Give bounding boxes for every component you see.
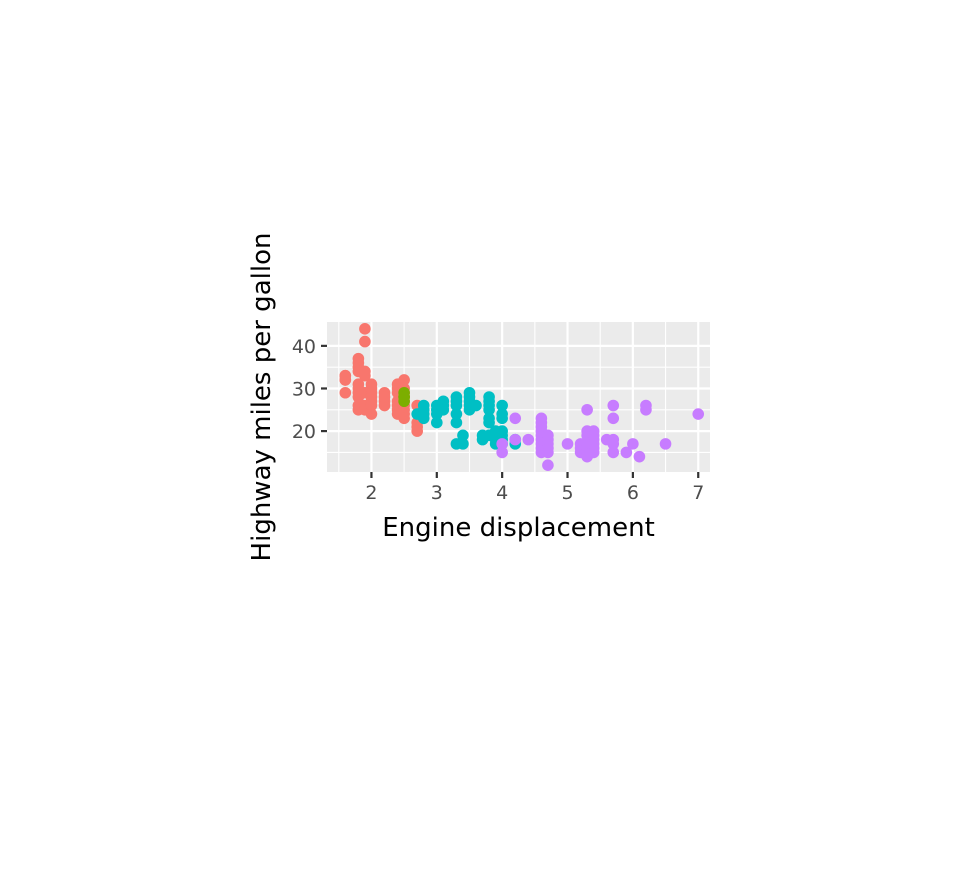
data-point [431, 416, 443, 429]
data-point [607, 399, 620, 412]
data-point [483, 416, 495, 429]
data-point [457, 438, 469, 450]
data-point [339, 386, 352, 399]
data-point [542, 459, 554, 471]
data-point [398, 374, 410, 386]
data-point [496, 446, 508, 459]
data-points [339, 323, 705, 471]
y-axis-title: Highway miles per gallon [247, 233, 277, 562]
data-point [509, 412, 522, 425]
y-tick-label: 20 [292, 421, 316, 443]
data-point [620, 446, 633, 459]
data-point [561, 438, 574, 450]
data-point [457, 429, 469, 442]
data-point [581, 403, 593, 416]
data-point [509, 433, 522, 446]
data-point [607, 412, 620, 425]
axis-ticks [321, 344, 700, 478]
data-point [483, 403, 495, 416]
data-point [352, 357, 365, 369]
data-point [640, 403, 652, 416]
data-point [365, 382, 378, 395]
x-axis-title: Engine displacement [382, 513, 655, 543]
data-point [411, 425, 423, 437]
data-point [378, 391, 391, 403]
data-point [496, 412, 508, 425]
y-tick-label: 40 [292, 336, 316, 358]
data-point [633, 450, 646, 463]
data-point [359, 335, 371, 348]
data-point [470, 399, 482, 412]
data-point [627, 438, 639, 450]
data-point [365, 399, 378, 412]
data-point [587, 446, 600, 459]
data-point [542, 433, 554, 446]
data-point [450, 408, 463, 420]
data-point [417, 412, 430, 425]
data-point [365, 408, 378, 420]
x-tick-label: 7 [692, 482, 704, 504]
x-tick-label: 5 [561, 482, 573, 504]
tick-labels: 2 3 4 5 6 7 20 30 40 [292, 336, 704, 504]
x-tick-label: 3 [431, 482, 443, 504]
x-tick-label: 2 [365, 482, 377, 504]
data-point [450, 416, 463, 429]
data-point [542, 446, 554, 459]
data-point [398, 391, 410, 403]
data-point [359, 323, 371, 335]
data-point [659, 438, 672, 450]
data-point [692, 408, 705, 420]
data-point [339, 369, 352, 382]
data-point [496, 438, 508, 450]
data-point [522, 433, 535, 446]
data-point [607, 438, 620, 450]
data-point [398, 412, 410, 425]
x-tick-label: 6 [627, 482, 639, 504]
x-tick-label: 4 [496, 482, 508, 504]
data-point [437, 403, 450, 416]
data-point [378, 399, 391, 412]
y-tick-label: 30 [292, 378, 316, 400]
data-point [607, 446, 620, 459]
data-point [352, 378, 365, 391]
data-point [359, 365, 371, 378]
data-point [496, 399, 508, 412]
data-point [450, 399, 463, 412]
